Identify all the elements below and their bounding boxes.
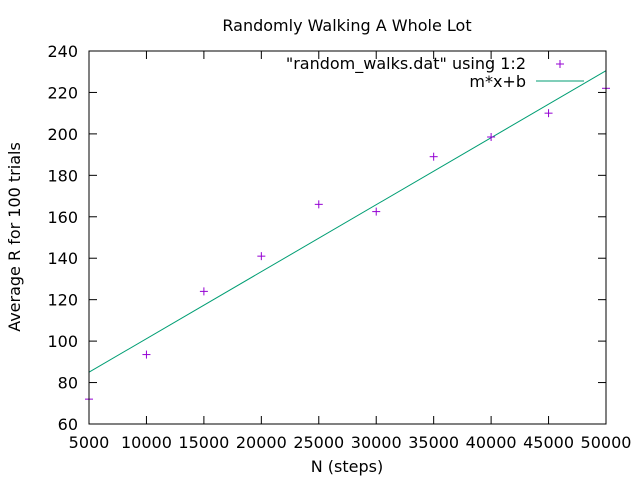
data-point [544, 109, 553, 118]
y-tick-label: 220 [47, 83, 78, 102]
y-tick-label: 80 [58, 374, 78, 393]
legend-label-line: m*x+b [469, 72, 526, 91]
data-point [142, 350, 151, 359]
x-tick-label: 5000 [69, 433, 110, 452]
x-tick-label: 50000 [581, 433, 632, 452]
x-tick-label: 35000 [408, 433, 459, 452]
x-axis-label: N (steps) [311, 457, 383, 476]
y-tick-label: 140 [47, 249, 78, 268]
legend: "random_walks.dat" using 1:2m*x+b [286, 54, 584, 91]
data-point [314, 200, 323, 209]
data-point [257, 252, 266, 261]
y-tick-label: 60 [58, 415, 78, 434]
series-fit-line [88, 70, 607, 373]
x-tick-label: 15000 [178, 433, 229, 452]
legend-marker-points [556, 60, 564, 68]
data-point [372, 207, 381, 216]
x-tick-label: 10000 [121, 433, 172, 452]
x-tick-label: 25000 [293, 433, 344, 452]
plot-layer [85, 70, 610, 404]
x-tick-label: 45000 [523, 433, 574, 452]
x-tick-label: 40000 [466, 433, 517, 452]
data-point [199, 287, 208, 296]
y-tick-label: 200 [47, 125, 78, 144]
plot-frame [88, 50, 607, 425]
data-point [429, 152, 438, 161]
legend-label-points: "random_walks.dat" using 1:2 [286, 54, 526, 74]
chart-title: Randomly Walking A Whole Lot [222, 16, 471, 35]
data-point [487, 132, 496, 141]
y-tick-label: 160 [47, 208, 78, 227]
x-tick-label: 20000 [236, 433, 287, 452]
y-tick-label: 180 [47, 166, 78, 185]
x-tick-label: 30000 [351, 433, 402, 452]
y-axis-label: Average R for 100 trials [5, 142, 24, 332]
y-tick-label: 100 [47, 332, 78, 351]
y-tick-label: 120 [47, 291, 78, 310]
axis-ticks: 5000 10000 15000 20000 25000 30000 35000 40000 4… [47, 42, 631, 452]
y-tick-label: 240 [47, 42, 78, 61]
